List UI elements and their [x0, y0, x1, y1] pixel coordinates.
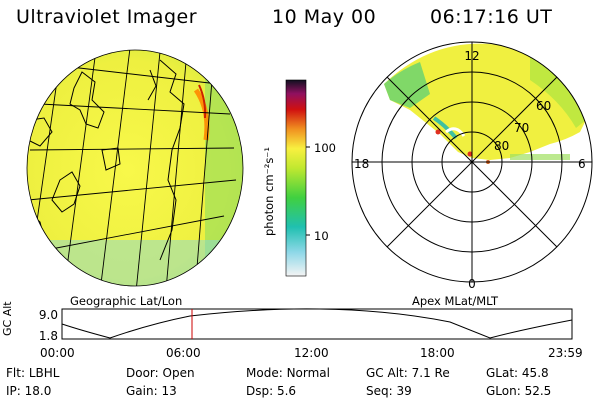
color-tick-100: 100 [314, 141, 336, 155]
mlt-label-0: 0 [468, 277, 476, 291]
info-gc-alt: GC Alt: 7.1 Re [366, 366, 450, 380]
timeline-ytick-max: 9.0 [39, 308, 58, 322]
polar-plot: 12 18 6 0 60 70 80 [351, 41, 593, 291]
mlt-label-6: 6 [578, 157, 586, 171]
color-bar [285, 79, 307, 277]
geographic-caption: Geographic Lat/Lon [70, 294, 183, 308]
geographic-image-panel [26, 49, 244, 287]
mlt-label-18: 18 [354, 157, 369, 171]
timeline-frame [61, 308, 573, 340]
disk-limb [26, 49, 244, 287]
info-seq: Seq: 39 [366, 384, 412, 398]
earth-disk [27, 50, 243, 286]
color-scale: photon cm⁻²s⁻¹ [262, 79, 310, 277]
auroral-peak [198, 84, 207, 119]
apex-caption: Apex MLat/MLT [412, 294, 499, 308]
color-tick-10: 10 [314, 229, 329, 243]
mlat-label-60: 60 [536, 99, 551, 113]
timeline-ylabel: GC Alt [1, 301, 14, 336]
color-bar-unit: photon cm⁻²s⁻¹ [262, 147, 276, 236]
info-mode: Mode: Normal [246, 366, 330, 380]
altitude-timeline: GC Alt 9.0 1.8 [1, 301, 573, 343]
lat-lon-grid [27, 50, 237, 286]
mlt-label-12: 12 [464, 49, 479, 63]
info-glon: GLon: 52.5 [486, 384, 552, 398]
polar-image [384, 43, 586, 164]
mlat-label-80: 80 [494, 139, 509, 153]
info-door: Door: Open [126, 366, 195, 380]
info-flt: Flt: LBHL [6, 366, 60, 380]
timeline-xtick-1800: 18:00 [420, 346, 455, 360]
altitude-curve [61, 308, 573, 339]
info-gain: Gain: 13 [126, 384, 177, 398]
polar-grid [351, 41, 593, 283]
info-dsp: Dsp: 5.6 [246, 384, 297, 398]
timeline-xtick-2359: 23:59 [548, 346, 583, 360]
mlat-label-70: 70 [514, 121, 529, 135]
date-label: 10 May 00 [272, 6, 377, 28]
time-label: 06:17:16 UT [430, 6, 553, 28]
instrument-title: Ultraviolet Imager [16, 6, 198, 28]
info-glat: GLat: 45.8 [486, 366, 549, 380]
timeline-xtick-0600: 06:00 [166, 346, 201, 360]
info-ip: IP: 18.0 [6, 384, 52, 398]
timeline-xtick-0000: 00:00 [40, 346, 75, 360]
timeline-ytick-min: 1.8 [39, 329, 58, 343]
timeline-xtick-1200: 12:00 [294, 346, 329, 360]
